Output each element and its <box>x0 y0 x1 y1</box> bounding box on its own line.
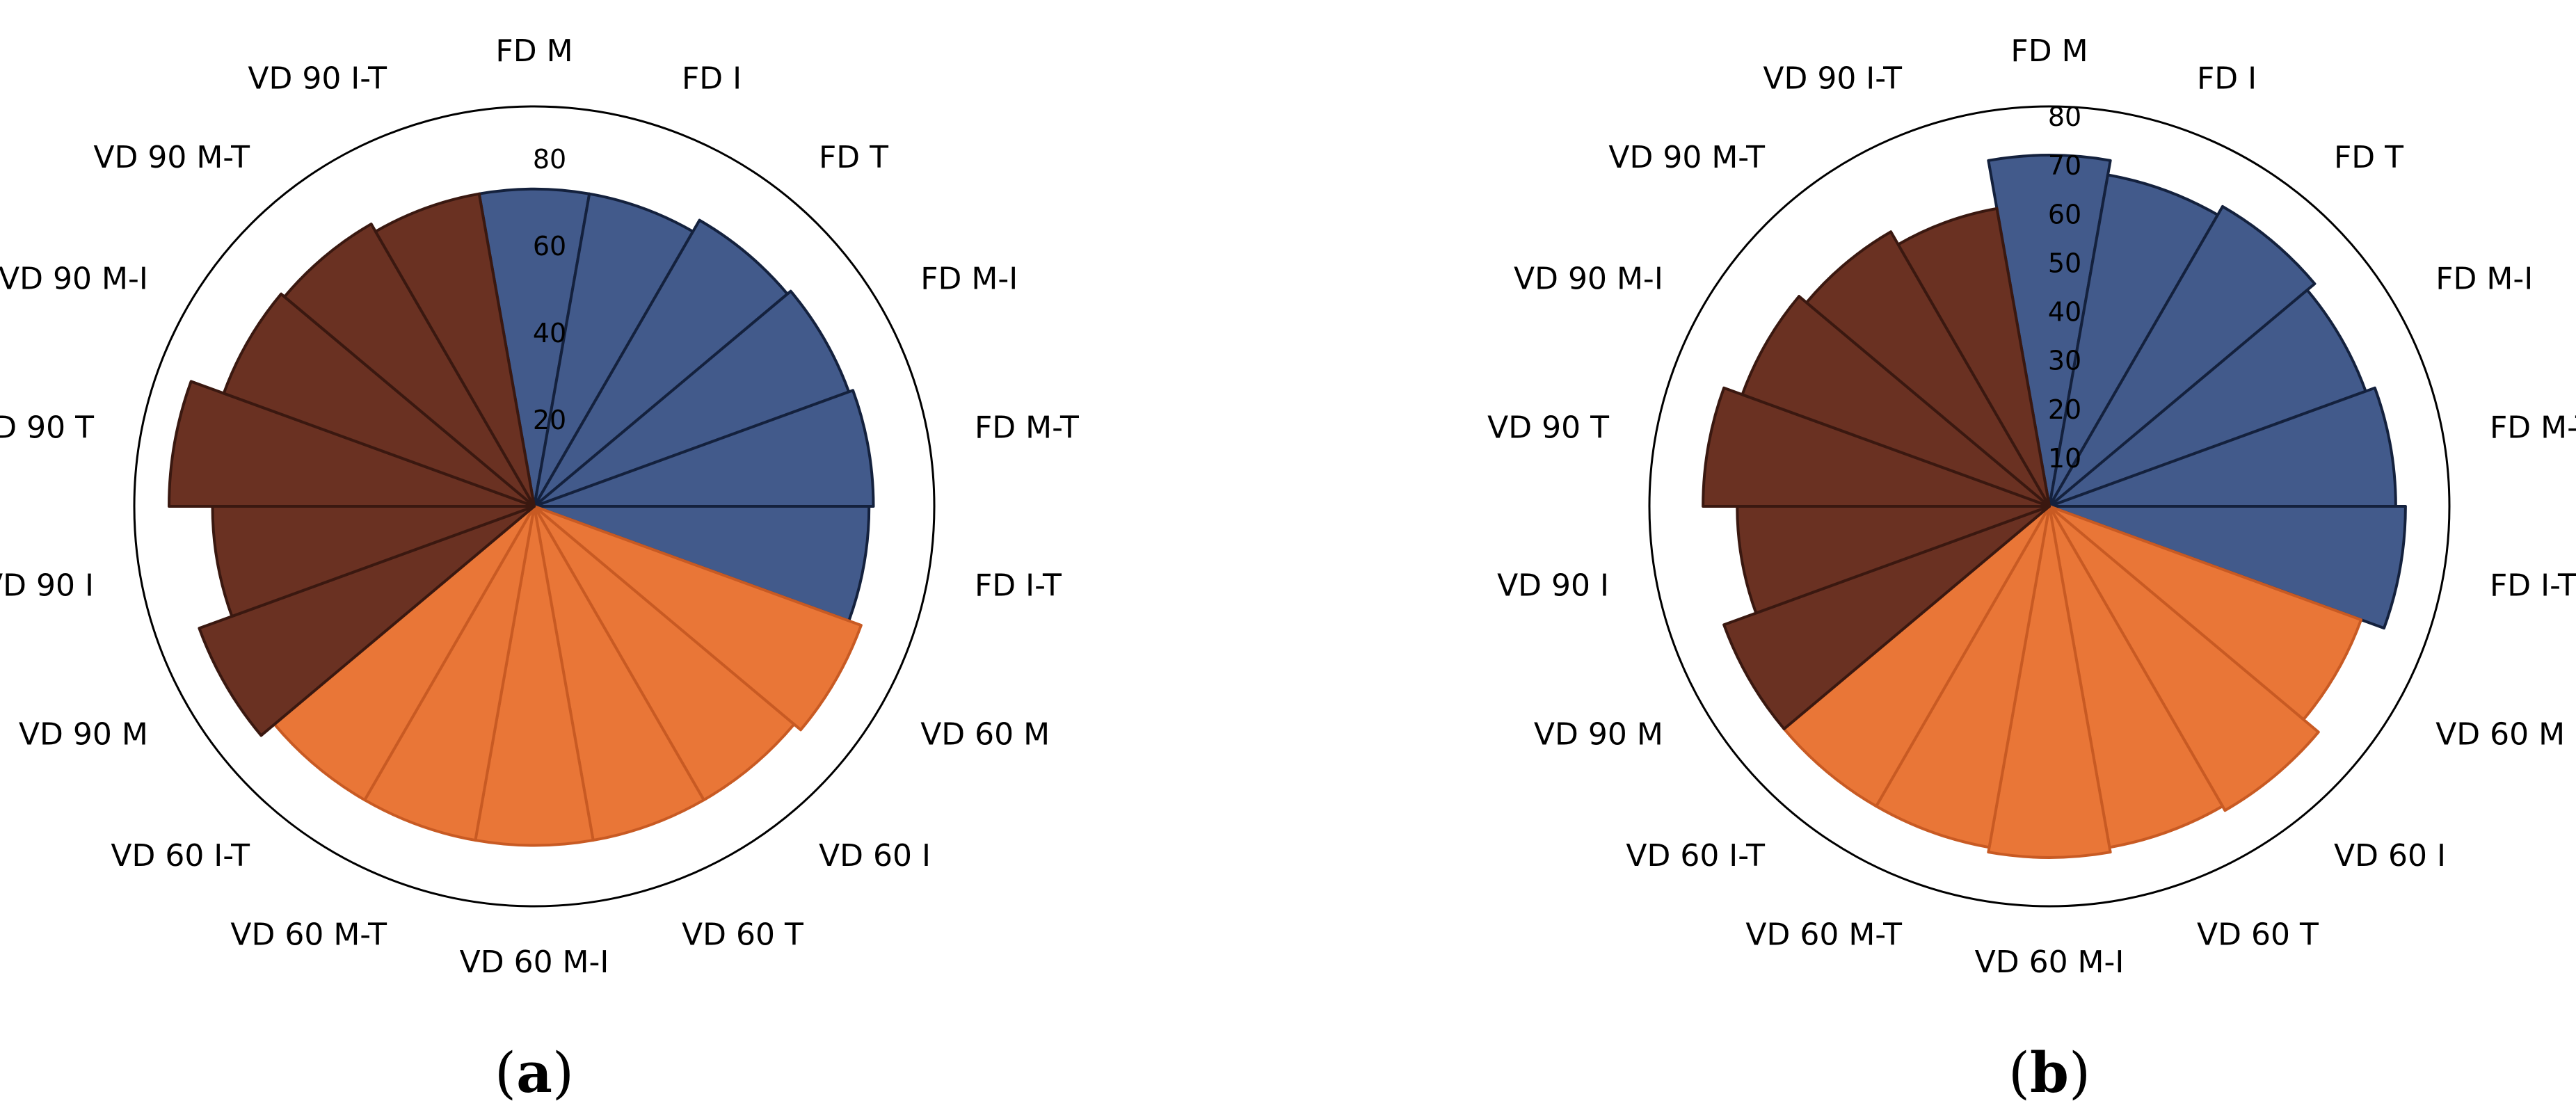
polar-frame-b <box>1648 105 2451 908</box>
category-label-b-fd-m-t: FD M-T <box>2490 410 2576 445</box>
bar-a-vd-90-i <box>211 505 536 618</box>
category-label-b-vd-90-m: VD 90 M <box>1534 717 1663 753</box>
bar-b-fd-m <box>1987 154 2112 508</box>
category-label-b-fd-i: FD I <box>2197 61 2257 97</box>
panel-caption-b-open: ( <box>2008 1040 2030 1105</box>
panel-caption-b-close: ) <box>2069 1040 2090 1105</box>
bar-b-fd-m-i <box>2048 288 2367 508</box>
bar-a-vd-60-i-t <box>273 505 536 802</box>
category-label-a-fd-m-i: FD M-I <box>920 262 1018 297</box>
bar-a-vd-60-m-i <box>474 505 595 847</box>
category-label-b-vd-90-m-t: VD 90 M-T <box>1608 140 1765 175</box>
category-label-b-vd-90-i-t: VD 90 I-T <box>1763 61 1902 97</box>
category-label-a-fd-m-t: FD M-T <box>975 410 1079 445</box>
r-tick-label-a: 60 <box>533 231 566 262</box>
bar-a-fd-i-t <box>533 505 871 622</box>
bar-a-fd-m-t <box>533 389 875 508</box>
category-label-a-vd-90-i-t: VD 90 I-T <box>248 61 387 97</box>
r-tick-label-a: 40 <box>533 318 566 348</box>
r-tick-label-b: 80 <box>2048 102 2081 132</box>
bar-b-vd-90-m <box>1722 505 2051 731</box>
r-tick-label-a: 20 <box>533 405 566 435</box>
bar-b-fd-i-t <box>2048 505 2407 630</box>
panel-caption-a-letter: a <box>516 1040 552 1105</box>
r-tick-label-b: 30 <box>2048 346 2081 376</box>
r-tick-label-a: 80 <box>533 144 566 175</box>
polar-chart-b: 10 20 30 40 50 60 70 80 FD M FD I FD T FD M-I FD M-T… <box>1487 33 2576 980</box>
category-label-b-vd-90-i: VD 90 I <box>1497 568 1609 604</box>
bar-b-vd-60-m-i <box>1987 505 2112 859</box>
category-label-b-vd-90-m-i: VD 90 M-I <box>1514 262 1663 297</box>
r-tick-label-b: 10 <box>2048 443 2081 474</box>
category-label-b-vd-60-m-t: VD 60 M-T <box>1745 917 1902 953</box>
bar-b-vd-60-t <box>2048 505 2224 849</box>
bar-b-vd-90-m-i <box>1741 295 2051 508</box>
bar-a-vd-90-m-i <box>222 292 536 508</box>
category-label-b-fd-t: FD T <box>2334 140 2403 175</box>
bar-b-vd-60-m-t <box>1875 505 2051 849</box>
category-label-b-fd-i-t: FD I-T <box>2490 568 2576 604</box>
r-tick-label-b: 20 <box>2048 394 2081 425</box>
panel-caption-a-close: ) <box>552 1040 574 1105</box>
bar-a-vd-60-i <box>533 505 796 802</box>
bar-b-fd-m-t <box>2048 386 2397 508</box>
category-label-a-fd-i: FD I <box>682 61 742 97</box>
category-label-a-vd-60-i-t: VD 60 I-T <box>111 838 250 874</box>
r-tick-label-b: 50 <box>2048 248 2081 278</box>
category-label-a-vd-60-t: VD 60 T <box>682 917 803 953</box>
panel-caption-a: (a) <box>495 1040 574 1105</box>
category-label-a-fd-t: FD T <box>819 140 888 175</box>
bar-a-vd-90-i-t <box>374 192 536 508</box>
category-label-a-vd-90-m-i: VD 90 M-I <box>0 262 148 297</box>
category-label-b-vd-60-i-t: VD 60 I-T <box>1626 838 1765 874</box>
bar-b-fd-t <box>2048 204 2317 508</box>
category-label-b-vd-60-t: VD 60 T <box>2197 917 2319 953</box>
panel-caption-a-open: ( <box>495 1040 516 1105</box>
category-label-b-vd-90-t: VD 90 T <box>1487 410 1609 445</box>
bar-b-vd-90-t <box>1702 386 2051 508</box>
bar-b-vd-60-m <box>2048 505 2363 721</box>
bar-a-vd-90-m-t <box>282 223 536 508</box>
polar-frame-a <box>133 105 936 908</box>
bar-a-vd-60-t <box>533 505 705 842</box>
category-label-b-vd-60-m-i: VD 60 M-I <box>1975 945 2125 980</box>
bar-a-fd-m <box>477 187 591 508</box>
bar-a-fd-t <box>533 218 789 508</box>
category-label-a-vd-60-m: VD 60 M <box>920 717 1050 753</box>
bar-b-vd-60-i-t <box>1782 505 2051 808</box>
bar-b-vd-90-i <box>1736 505 2051 615</box>
panel-caption-b: (b) <box>2008 1040 2090 1105</box>
bar-a-vd-90-m <box>198 505 536 737</box>
category-label-b-vd-60-i: VD 60 I <box>2334 838 2446 874</box>
bar-a-vd-60-m-t <box>363 505 536 842</box>
category-label-a-vd-90-m: VD 90 M <box>19 717 148 753</box>
category-label-b-fd-m: FD M <box>2010 33 2088 69</box>
bar-a-vd-60-m <box>533 505 863 732</box>
r-tick-label-b: 40 <box>2048 297 2081 328</box>
category-label-b-fd-m-i: FD M-I <box>2435 262 2533 297</box>
category-label-a-vd-90-i: VD 90 I <box>0 568 94 604</box>
bar-a-fd-m-i <box>533 289 851 508</box>
category-label-a-vd-60-m-i: VD 60 M-I <box>460 945 609 980</box>
polar-chart-a: 20 40 60 80 FD M FD I FD T FD M-I FD M-T FD I-T VD… <box>0 33 1079 980</box>
category-label-a-vd-90-t: VD 90 T <box>0 410 94 445</box>
bar-b-vd-90-i-t <box>1896 207 2051 508</box>
bar-a-fd-i <box>533 192 695 508</box>
bar-a-vd-90-t <box>168 380 536 508</box>
bar-b-fd-i <box>2048 173 2219 508</box>
r-tick-label-b: 60 <box>2048 199 2081 230</box>
category-label-a-vd-60-m-t: VD 60 M-T <box>230 917 387 953</box>
r-tick-label-b: 70 <box>2048 150 2081 181</box>
category-label-a-fd-m: FD M <box>495 33 573 69</box>
panel-caption-b-letter: b <box>2030 1040 2069 1105</box>
category-label-a-vd-90-m-t: VD 90 M-T <box>93 140 250 175</box>
bar-b-vd-60-i <box>2048 505 2320 812</box>
category-label-b-vd-60-m: VD 60 M <box>2435 717 2565 753</box>
category-label-a-fd-i-t: FD I-T <box>975 568 1062 604</box>
bar-b-vd-90-m-t <box>1805 230 2051 508</box>
category-label-a-vd-60-i: VD 60 I <box>819 838 931 874</box>
